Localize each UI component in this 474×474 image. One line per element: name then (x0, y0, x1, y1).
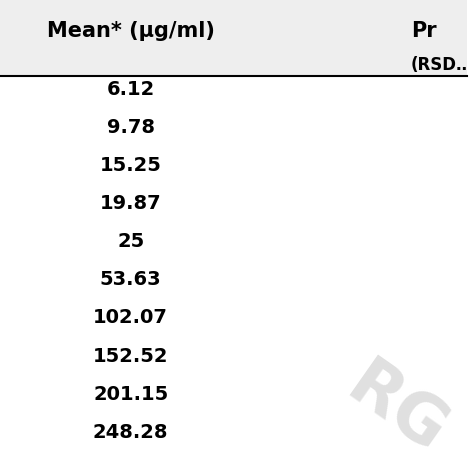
Text: 152.52: 152.52 (93, 346, 168, 365)
Text: 248.28: 248.28 (93, 423, 168, 442)
Text: Mean* (μg/ml): Mean* (μg/ml) (47, 21, 215, 41)
Text: 53.63: 53.63 (100, 270, 162, 289)
Text: 25: 25 (117, 232, 144, 251)
Text: 6.12: 6.12 (107, 80, 155, 99)
Text: 102.07: 102.07 (93, 309, 168, 328)
Text: 201.15: 201.15 (93, 385, 168, 404)
Text: 15.25: 15.25 (100, 156, 162, 175)
Text: 9.78: 9.78 (107, 118, 155, 137)
Text: (RSD…: (RSD… (411, 55, 474, 73)
Text: RG: RG (334, 353, 459, 467)
Text: 19.87: 19.87 (100, 194, 162, 213)
FancyBboxPatch shape (0, 0, 467, 76)
Text: Pr: Pr (411, 21, 437, 41)
